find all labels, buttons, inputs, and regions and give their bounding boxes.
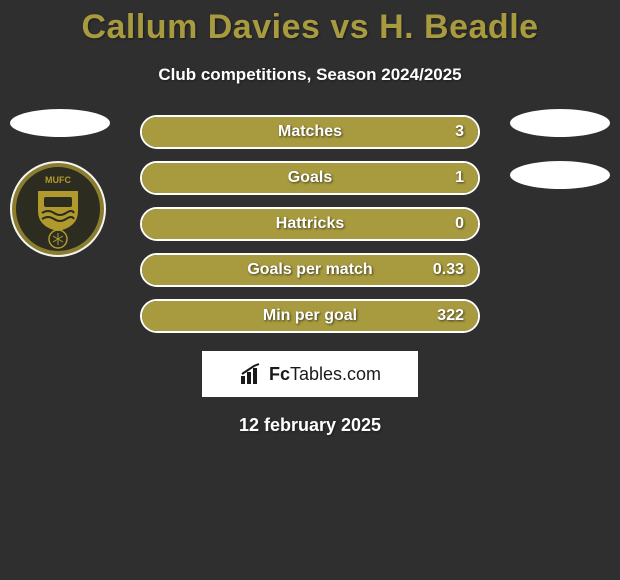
stat-bar-hattricks: Hattricks 0 (140, 207, 480, 241)
stat-label: Goals (288, 169, 332, 187)
brand-text: FcTables.com (269, 364, 381, 385)
stat-label: Hattricks (276, 215, 344, 233)
comparison-area: MUFC Matches 3 Goals 1 (0, 115, 620, 333)
svg-text:MUFC: MUFC (45, 175, 71, 185)
stat-value: 1 (455, 169, 464, 187)
stat-bar-goals: Goals 1 (140, 161, 480, 195)
stat-value: 0 (455, 215, 464, 233)
stat-value: 3 (455, 123, 464, 141)
stat-bars: Matches 3 Goals 1 Hattricks 0 Goals per … (140, 115, 480, 333)
chart-bars-icon (239, 362, 263, 386)
date-text: 12 february 2025 (0, 415, 620, 436)
player-left-marker (10, 109, 110, 137)
page-title: Callum Davies vs H. Beadle (0, 8, 620, 47)
stat-bar-goals-per-match: Goals per match 0.33 (140, 253, 480, 287)
stat-label: Min per goal (263, 307, 357, 325)
stat-label: Goals per match (247, 261, 372, 279)
page-subtitle: Club competitions, Season 2024/2025 (0, 65, 620, 85)
player-left-avatar: MUFC (10, 161, 106, 257)
player-right-marker-1 (510, 109, 610, 137)
player-left-column: MUFC (10, 109, 110, 257)
player-right-column (510, 109, 610, 213)
stat-value: 0.33 (433, 261, 464, 279)
player-right-marker-2 (510, 161, 610, 189)
comparison-widget: Callum Davies vs H. Beadle Club competit… (0, 0, 620, 436)
stat-bar-min-per-goal: Min per goal 322 (140, 299, 480, 333)
stat-bar-matches: Matches 3 (140, 115, 480, 149)
stat-label: Matches (278, 123, 342, 141)
brand-attribution: FcTables.com (202, 351, 418, 397)
stat-value: 322 (437, 307, 464, 325)
club-badge-icon: MUFC (10, 161, 106, 257)
